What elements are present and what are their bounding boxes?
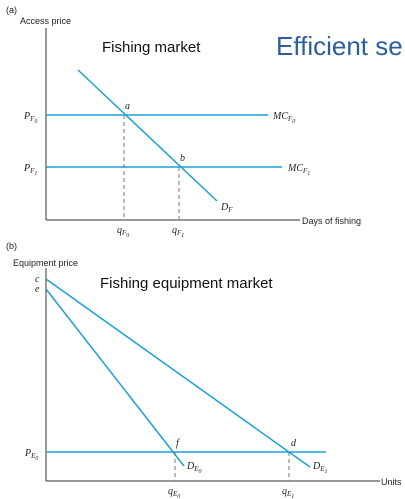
- price-label-pe0: PE0: [24, 448, 38, 462]
- mc-f0-label: MCF0: [272, 111, 295, 125]
- mc-f1-label: MCF1: [287, 163, 310, 177]
- panel-b-y-axis-label: Equipment price: [13, 258, 78, 268]
- panel-b-title: Fishing equipment market: [100, 275, 273, 292]
- point-d-label: d: [291, 438, 297, 449]
- panel-a-x-axis-label: Days of fishing: [302, 216, 361, 226]
- demand-de0-line: [45, 288, 185, 467]
- qf1-label: qF1: [172, 225, 184, 239]
- intercept-e-label: e: [35, 284, 40, 295]
- point-a-label: a: [125, 101, 130, 112]
- price-label-pf1: PF1: [23, 163, 37, 177]
- banner-text: Efficient se: [276, 31, 403, 61]
- qe0-label: qE0: [168, 486, 180, 499]
- qf0-label: qF0: [117, 225, 129, 239]
- panel-b-tag: (b): [6, 241, 17, 251]
- intercept-c-label: c: [35, 274, 40, 285]
- panel-a-tag: (a): [6, 5, 17, 15]
- demand-df-label: DF: [220, 202, 233, 214]
- price-label-pf0: PF0: [23, 111, 37, 125]
- demand-de0-label: DE0: [186, 461, 202, 475]
- demand-de1-label: DE1: [312, 461, 328, 475]
- panel-a-y-axis-label: Access price: [20, 16, 71, 26]
- demand-df-line: [77, 69, 218, 202]
- demand-de1-line: [45, 278, 311, 468]
- point-f-label: f: [176, 438, 180, 449]
- point-b-label: b: [180, 153, 185, 164]
- panel-b-x-axis-label: Units: [381, 477, 402, 487]
- panel-a-title: Fishing market: [102, 39, 201, 56]
- qe1-label: qE1: [282, 486, 294, 499]
